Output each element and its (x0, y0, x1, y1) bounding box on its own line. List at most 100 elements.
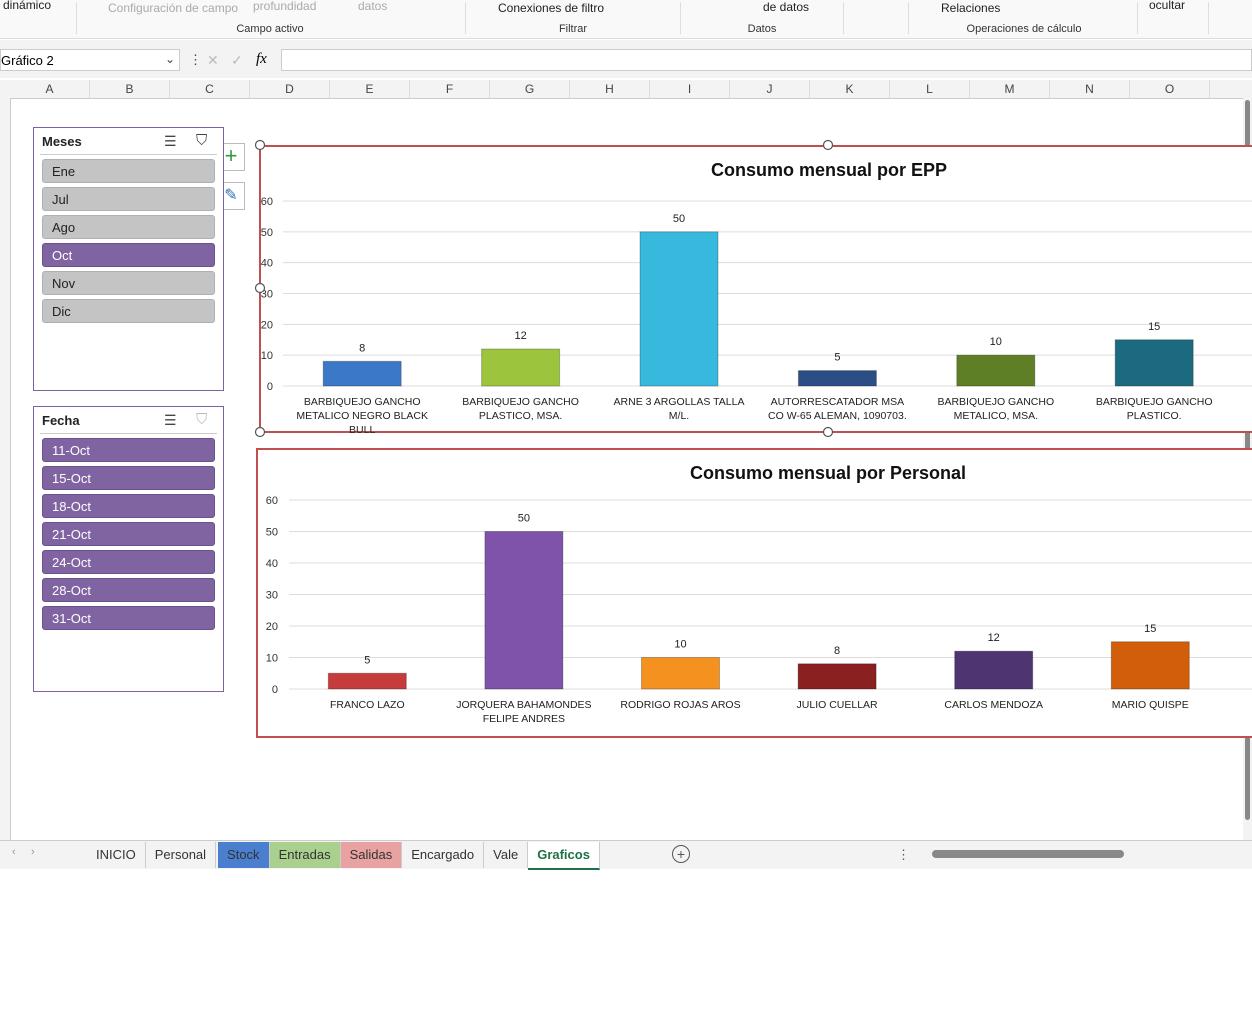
slicer-title: Meses (42, 134, 82, 149)
slicer-item[interactable]: 28-Oct (42, 578, 215, 602)
x-tick-label: AUTORRESCATADOR MSA CO W-65 ALEMAN, 1090… (768, 396, 907, 422)
y-tick-label: 20 (266, 621, 278, 633)
slicer-item[interactable]: Oct (42, 243, 215, 267)
add-sheet[interactable]: + (672, 845, 690, 863)
y-tick-label: 0 (272, 684, 278, 696)
slicer-item[interactable]: 21-Oct (42, 522, 215, 546)
name-box[interactable] (0, 49, 180, 71)
data-label: 15 (1148, 321, 1160, 333)
fx[interactable]: fx (256, 51, 267, 67)
y-tick-label: 0 (267, 381, 273, 393)
selection-handles (254, 139, 834, 438)
h-scrollbar[interactable] (920, 848, 1242, 860)
ribbon-group-label: Campo activo (236, 23, 304, 35)
ribbon-item[interactable]: dinámico (3, 0, 52, 12)
ribbon-separator (843, 2, 844, 34)
bar (484, 531, 564, 690)
slicer-item[interactable]: Ago (42, 215, 215, 239)
sheet-tab[interactable]: Vale (484, 842, 529, 868)
slicer-item[interactable]: Nov (42, 271, 215, 295)
data-label: 5 (834, 352, 840, 364)
data-label: 10 (990, 336, 1002, 348)
ribbon-item[interactable]: profundidad (253, 0, 317, 13)
chart[interactable]: Consumo mensual por EPP 0 10 20 30 40 50 60 8 12 5… (259, 145, 1252, 436)
ribbon-separator (465, 2, 466, 34)
slicer-item[interactable]: 18-Oct (42, 494, 215, 518)
x-tick-label: FRANCO LAZO (329, 699, 405, 711)
slicer-item[interactable]: 15-Oct (42, 466, 215, 490)
slicer-item[interactable]: 11-Oct (42, 438, 215, 462)
clear-filter-icon: ⛉ (196, 411, 208, 428)
chart-title: Consumo mensual por EPP (711, 160, 947, 180)
column-header: C (170, 80, 250, 98)
ribbon-separator (680, 2, 681, 34)
sheet-tab[interactable]: Salidas (340, 842, 403, 868)
column-header-bar (0, 80, 1252, 99)
slicer-item[interactable]: 24-Oct (42, 550, 215, 574)
x-tick-label: JULIO CUELLAR (796, 699, 878, 711)
y-tick-label: 50 (266, 527, 278, 539)
chevron[interactable]: ⌄ (165, 52, 176, 66)
data-label: 10 (674, 639, 686, 651)
slicer-item[interactable]: Ene (42, 159, 215, 183)
sheet-tab[interactable]: Personal (146, 842, 217, 868)
multi-select-icon: ☰ (164, 133, 177, 149)
bar (956, 354, 1036, 387)
ribbon-item[interactable]: ocultar (1149, 0, 1186, 12)
bar (797, 370, 877, 387)
data-label: 5 (364, 654, 370, 666)
y-tick-label: 60 (266, 495, 278, 507)
multi-select-icon: ☰ (164, 412, 177, 428)
slicer: Fecha ☰ ⛉ 11-Oct 15-Oct 18-Oct 21-Oct 24-Oct 28-… (33, 406, 224, 692)
sheet-tab[interactable]: Encargado (402, 842, 485, 868)
slicer-item[interactable]: 31-Oct (42, 606, 215, 630)
slicer-title: Fecha (42, 413, 80, 428)
y-tick-label: 20 (261, 319, 273, 331)
x-tick-label: BARBIQUEJO GANCHO PLASTICO, MSA. (462, 396, 579, 422)
ribbon (0, 0, 1252, 39)
ribbon-separator (1137, 2, 1138, 34)
bar (327, 672, 407, 690)
bar (1114, 339, 1194, 387)
sheet-tab[interactable]: INICIO (87, 842, 146, 868)
column-header: E (330, 80, 410, 98)
bar (1110, 641, 1190, 690)
ribbon-item[interactable]: de datos (763, 0, 810, 14)
enter[interactable]: ✓ (231, 52, 243, 68)
column-header: G (490, 80, 570, 98)
slicer-item[interactable]: Jul (42, 187, 215, 211)
ribbon-item[interactable]: Conexiones de filtro (498, 1, 605, 15)
chart-title: Consumo mensual por Personal (690, 463, 966, 483)
name-box-text: Gráfico 2 (1, 53, 54, 68)
ribbon-item[interactable]: Configuración de campo (108, 1, 239, 15)
bar (797, 663, 877, 690)
bar (322, 360, 402, 387)
column-header: O (1130, 80, 1210, 98)
sheet-tab[interactable]: Stock (218, 842, 270, 868)
column-header: L (890, 80, 970, 98)
sheet-tab[interactable]: Graficos (528, 842, 600, 870)
more[interactable]: ⋮ (189, 52, 202, 67)
ribbon-item[interactable]: Relaciones (941, 1, 1001, 15)
slicer-item[interactable]: Dic (42, 299, 215, 323)
chart[interactable]: Consumo mensual por Personal 0 10 20 30 40 50 6… (256, 448, 1252, 738)
data-label: 12 (514, 330, 526, 342)
clear-filter-icon: ⛉ (196, 132, 208, 149)
data-label: 15 (1144, 623, 1156, 635)
ribbon-group-label: Operaciones de cálculo (966, 23, 1082, 35)
bar (481, 348, 561, 387)
cancel[interactable]: ✕ (207, 52, 219, 68)
x-tick-label: CARLOS MENDOZA (944, 699, 1043, 711)
y-tick-label: 10 (261, 350, 273, 362)
y-tick-label: 10 (266, 653, 278, 665)
tab-nav[interactable]: ‹ › (12, 846, 35, 858)
column-header: I (650, 80, 730, 98)
tab-options[interactable]: ⋮ (897, 847, 910, 862)
ribbon-item[interactable]: datos (358, 0, 388, 13)
x-tick-label: BARBIQUEJO GANCHO METALICO NEGRO BLACK B… (296, 396, 429, 436)
ribbon-separator (1208, 2, 1209, 34)
y-tick-label: 60 (261, 196, 273, 208)
data-label: 8 (834, 645, 840, 657)
column-header: K (810, 80, 890, 98)
sheet-tab[interactable]: Entradas (269, 842, 341, 868)
